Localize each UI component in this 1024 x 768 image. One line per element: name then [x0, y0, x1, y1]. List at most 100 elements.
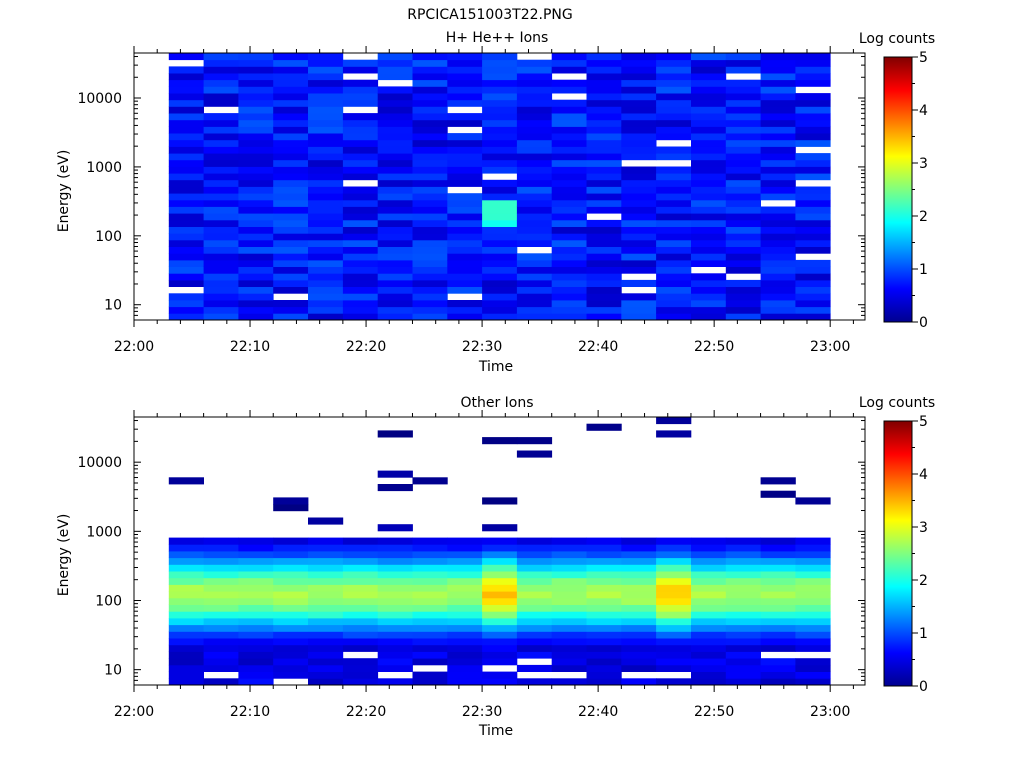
heatmap-cell — [516, 664, 553, 672]
heatmap-cell — [621, 259, 657, 267]
heatmap-cell — [342, 146, 379, 154]
heatmap-cell — [482, 93, 518, 101]
heatmap-cell — [516, 86, 553, 94]
x-tick-label: 22:50 — [694, 339, 734, 355]
heatmap-cell — [447, 259, 483, 267]
heatmap-cell — [377, 678, 413, 686]
heatmap-cell — [238, 186, 274, 194]
heatmap-cell — [203, 113, 239, 121]
heatmap-cell — [447, 651, 483, 659]
heatmap-cell — [586, 226, 622, 234]
heatmap-cell — [621, 678, 657, 686]
heatmap-cell — [377, 313, 413, 321]
heatmap-cell — [586, 279, 622, 287]
heatmap-cell — [691, 551, 727, 559]
heatmap-cell — [516, 293, 553, 301]
heatmap-cell — [342, 266, 379, 274]
heatmap-cell — [412, 678, 448, 686]
heatmap-cell — [691, 133, 727, 141]
heatmap-cell — [412, 611, 448, 619]
heatmap-cell — [342, 233, 379, 241]
heatmap-cell — [273, 233, 309, 241]
heatmap-cell — [168, 537, 204, 545]
heatmap-cell — [482, 179, 518, 187]
heatmap-cell — [412, 199, 448, 207]
heatmap-cell — [168, 273, 204, 281]
heatmap-cell — [168, 159, 204, 167]
heatmap-cell — [656, 133, 692, 141]
heatmap-cell — [760, 624, 796, 632]
heatmap-cell — [656, 79, 692, 87]
heatmap-cell — [656, 293, 692, 301]
heatmap-cell — [203, 571, 239, 579]
heatmap-cell — [238, 106, 274, 114]
heatmap-cell — [586, 624, 622, 632]
heatmap-cell — [238, 206, 274, 214]
x-tick-label: 22:00 — [114, 704, 154, 720]
heatmap-cell — [725, 577, 761, 585]
heatmap-cell — [795, 293, 831, 301]
heatmap-cell — [795, 106, 831, 114]
heatmap-cell — [412, 313, 448, 321]
heatmap-cell — [308, 53, 344, 61]
heatmap-cell — [760, 159, 796, 167]
heatmap-cell — [377, 119, 413, 127]
heatmap-cell — [656, 571, 692, 579]
heatmap-cell — [447, 93, 483, 101]
heatmap-cell — [586, 246, 622, 254]
heatmap-cell — [412, 259, 448, 267]
heatmap-cell — [656, 239, 692, 247]
heatmap-cell — [621, 624, 657, 632]
heatmap-cell — [308, 206, 344, 214]
heatmap-cell — [586, 193, 622, 201]
heatmap-cell — [725, 246, 761, 254]
heatmap-cell — [482, 557, 518, 565]
heatmap-cell — [482, 306, 518, 314]
heatmap-cell — [203, 233, 239, 241]
heatmap-cell — [168, 106, 204, 114]
heatmap-cell — [412, 206, 448, 214]
heatmap-cell — [238, 133, 274, 141]
heatmap-cell — [168, 73, 204, 81]
heatmap-cell — [656, 631, 692, 639]
heatmap-cell — [168, 166, 204, 174]
heatmap-cell — [795, 631, 831, 639]
heatmap-cell — [656, 186, 692, 194]
heatmap-cell — [377, 273, 413, 281]
heatmap-cell — [760, 179, 796, 187]
heatmap-cell — [516, 233, 553, 241]
heatmap-cell — [377, 664, 413, 672]
heatmap-cell — [273, 557, 309, 565]
heatmap-cell — [795, 618, 831, 626]
heatmap-cell — [273, 273, 309, 281]
heatmap-cell — [238, 273, 274, 281]
heatmap-cell — [203, 577, 239, 585]
heatmap-cell — [238, 86, 274, 94]
heatmap-cell — [308, 133, 344, 141]
heatmap-cell — [551, 159, 587, 167]
heatmap-cell — [691, 146, 727, 154]
heatmap-cell — [586, 597, 622, 605]
heatmap-cell — [760, 273, 796, 281]
heatmap-cell — [482, 153, 518, 161]
heatmap-cell — [621, 266, 657, 274]
heatmap-cell — [168, 119, 204, 127]
heatmap-cell — [760, 259, 796, 267]
heatmap-cell — [516, 631, 553, 639]
heatmap-cell — [656, 273, 692, 281]
heatmap-cell — [551, 206, 587, 214]
heatmap-cell — [551, 179, 587, 187]
heatmap-cell — [412, 306, 448, 314]
heatmap-cell — [725, 611, 761, 619]
heatmap-cell — [760, 591, 796, 599]
heatmap-cell — [203, 544, 239, 552]
heatmap-cell — [760, 186, 796, 194]
heatmap-cell — [516, 313, 553, 321]
heatmap-cell — [447, 638, 483, 646]
heatmap-cell — [447, 544, 483, 552]
heatmap-cells-top — [168, 53, 831, 321]
heatmap-cell — [725, 624, 761, 632]
heatmap-cell — [482, 577, 518, 585]
heatmap-cell — [691, 273, 727, 281]
heatmap-cell — [795, 193, 831, 201]
